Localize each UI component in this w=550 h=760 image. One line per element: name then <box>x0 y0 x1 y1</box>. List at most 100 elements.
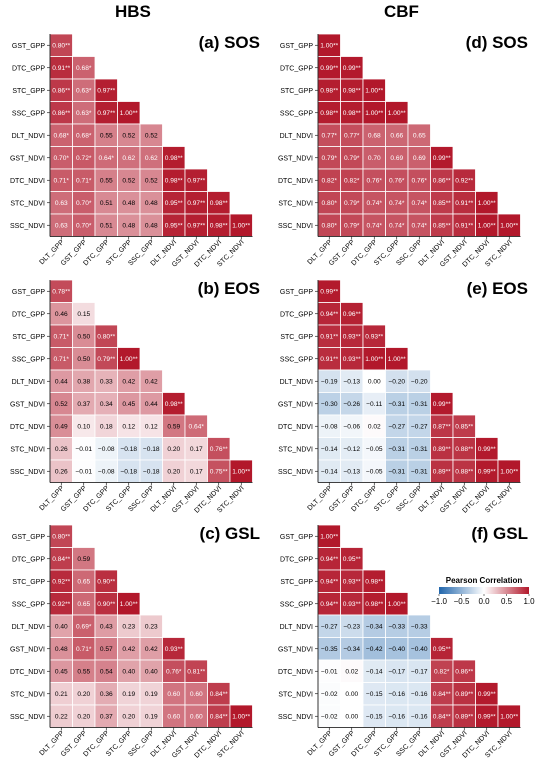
cell-value-label: 0.93** <box>343 334 361 341</box>
y-tick-label: DTC_NDVI <box>278 178 313 185</box>
cell-value-label: 0.97** <box>187 178 205 185</box>
cell-value-label: 0.82* <box>322 178 338 185</box>
cell-value-label: 0.69* <box>76 624 92 631</box>
cell-value-label: −0.34 <box>343 646 360 653</box>
cell-value-label: −0.23 <box>343 624 360 631</box>
cell-value-label: 1.00** <box>500 223 518 230</box>
cell-value-label: 0.00 <box>345 714 358 721</box>
cell-value-label: 0.72* <box>76 155 92 162</box>
cell-value-label: 0.99** <box>478 691 496 698</box>
cell-value-label: −0.08 <box>98 446 115 453</box>
cell-value-label: −0.18 <box>143 469 160 476</box>
cell-value-label: 0.36 <box>100 691 113 698</box>
cell-value-label: 0.99** <box>478 469 496 476</box>
y-tick-label: DTC_NDVI <box>10 424 45 431</box>
column-title-cbf: CBF <box>384 2 419 21</box>
cell-value-label: 0.86** <box>52 110 70 117</box>
y-tick-label: DTC_NDVI <box>278 669 313 676</box>
legend-tick-label: −1.0 <box>431 597 447 606</box>
cell-value-label: 0.89** <box>455 691 473 698</box>
cell-value-label: 1.00** <box>388 356 406 363</box>
legend-tick-label: 0.5 <box>501 597 513 606</box>
cell-value-label: 0.60 <box>190 691 203 698</box>
cell-value-label: 0.98** <box>343 110 361 117</box>
y-tick-label: DLT_NDVI <box>12 624 45 631</box>
cell-value-label: 0.76* <box>367 178 383 185</box>
y-tick-label: GST_GPP <box>12 289 45 296</box>
cell-value-label: 1.00** <box>320 534 338 541</box>
y-tick-label: GST_NDVI <box>10 646 45 653</box>
cell-value-label: 1.00** <box>320 43 338 50</box>
cell-value-label: 0.44 <box>145 401 158 408</box>
cell-value-label: 0.55 <box>77 669 90 676</box>
cell-value-label: −0.20 <box>411 379 428 386</box>
cell-value-label: 0.93** <box>343 601 361 608</box>
cell-value-label: 0.60 <box>167 691 180 698</box>
cell-value-label: 1.00** <box>388 601 406 608</box>
cell-value-label: 0.20 <box>77 691 90 698</box>
cell-value-label: 0.63 <box>55 223 68 230</box>
cell-value-label: 0.76* <box>166 669 182 676</box>
y-tick-label: STC_GPP <box>12 579 45 586</box>
y-tick-label: SSC_NDVI <box>10 223 45 230</box>
cell-value-label: 0.91** <box>455 200 473 207</box>
cell-value-label: −0.31 <box>411 446 428 453</box>
cell-value-label: 0.92** <box>52 579 70 586</box>
cell-value-label: 0.79* <box>344 155 360 162</box>
cell-value-label: −0.31 <box>388 446 405 453</box>
cell-value-label: 0.50 <box>77 356 90 363</box>
cell-value-label: 0.80* <box>322 200 338 207</box>
panel-title: (c) GSL <box>200 524 260 543</box>
cell-value-label: −0.35 <box>321 646 338 653</box>
y-tick-label: DTC_GPP <box>280 311 313 318</box>
cell-value-label: 1.00** <box>500 714 518 721</box>
cell-value-label: −0.17 <box>388 669 405 676</box>
cell-value-label: 0.70* <box>76 200 92 207</box>
cell-value-label: 0.84** <box>433 691 451 698</box>
cell-value-label: 0.93** <box>343 356 361 363</box>
cell-value-label: 0.91** <box>455 223 473 230</box>
cell-value-label: 1.00** <box>388 110 406 117</box>
cell-value-label: 0.66 <box>390 133 403 140</box>
cell-value-label: −0.16 <box>388 691 405 698</box>
y-tick-label: GST_GPP <box>12 43 45 50</box>
cell-value-label: 0.71* <box>54 334 70 341</box>
y-tick-label: DTC_GPP <box>12 65 45 72</box>
cell-value-label: 0.84** <box>210 691 228 698</box>
y-tick-label: DLT_NDVI <box>12 379 45 386</box>
cell-value-label: 1.00** <box>120 601 138 608</box>
cell-value-label: 0.99** <box>478 446 496 453</box>
cell-value-label: −0.31 <box>411 401 428 408</box>
cell-value-label: 0.99** <box>320 289 338 296</box>
cell-value-label: 0.52 <box>122 178 135 185</box>
y-tick-label: STC_NDVI <box>10 200 45 207</box>
cell-value-label: −0.20 <box>388 379 405 386</box>
y-tick-label: STC_NDVI <box>10 446 45 453</box>
cell-value-label: 0.87** <box>433 424 451 431</box>
cell-value-label: −0.05 <box>366 446 383 453</box>
cell-value-label: −0.31 <box>411 469 428 476</box>
y-tick-label: SSC_GPP <box>280 601 313 608</box>
cell-value-label: 0.98** <box>210 223 228 230</box>
cell-value-label: −0.40 <box>388 646 405 653</box>
cell-value-label: 1.00** <box>365 88 383 95</box>
cell-value-label: 0.45 <box>122 401 135 408</box>
cell-value-label: 0.63* <box>76 110 92 117</box>
cell-value-label: 1.00** <box>365 110 383 117</box>
cell-value-label: 0.46 <box>55 311 68 318</box>
cell-value-label: −0.14 <box>321 469 338 476</box>
y-tick-label: STC_GPP <box>280 88 313 95</box>
cell-value-label: −0.18 <box>143 446 160 453</box>
cell-value-label: 0.51 <box>100 223 113 230</box>
y-tick-label: STC_GPP <box>280 579 313 586</box>
y-tick-label: STC_NDVI <box>10 691 45 698</box>
cell-value-label: 0.95** <box>433 646 451 653</box>
cell-value-label: −0.02 <box>321 714 338 721</box>
cell-value-label: 0.50 <box>77 334 90 341</box>
heatmap-panel-3: (c) GSL GST_GPP DTC_GPP STC_GPP SSC_GPP DLT_N… <box>10 524 260 760</box>
cell-value-label: 0.42 <box>145 379 158 386</box>
cell-value-label: 0.48 <box>55 646 68 653</box>
cell-value-label: 0.68 <box>368 133 381 140</box>
cell-value-label: 0.76** <box>210 446 228 453</box>
cell-value-label: 0.99** <box>343 65 361 72</box>
